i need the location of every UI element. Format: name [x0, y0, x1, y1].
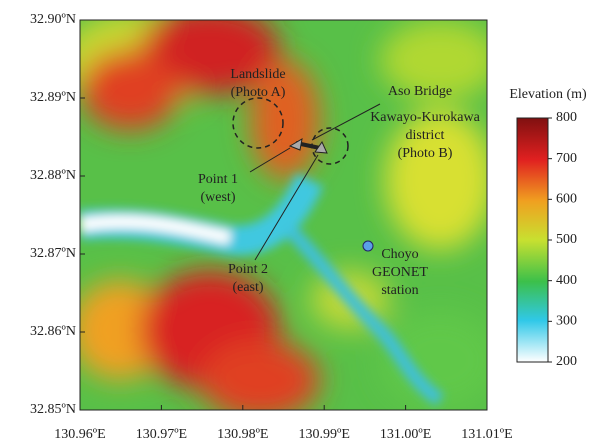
y-tick-label: 32.86ºN	[30, 324, 76, 339]
annotation-district: (Photo B)	[398, 146, 453, 161]
x-tick-label: 131.01ºE	[461, 427, 512, 442]
colorbar-label: 200	[556, 354, 577, 369]
x-tick-label: 130.99ºE	[298, 427, 349, 442]
map-figure: 130.96ºE 130.97ºE 130.98ºE 130.99ºE 131.00ºE…	[0, 0, 601, 447]
annotation-point1: (west)	[201, 190, 236, 205]
x-tick-label: 130.97ºE	[136, 427, 187, 442]
y-tick-label: 32.87ºN	[30, 246, 76, 261]
annotation-landslide: Landslide	[230, 67, 285, 82]
x-tick-label: 130.96ºE	[54, 427, 105, 442]
colorbar-label: 500	[556, 232, 577, 247]
annotation-station: station	[381, 283, 418, 298]
x-tick-label: 130.98ºE	[217, 427, 268, 442]
y-tick-label: 32.85ºN	[30, 402, 76, 417]
y-tick-label: 32.88ºN	[30, 168, 76, 183]
colorbar-label: 400	[556, 273, 577, 288]
station-marker	[363, 241, 373, 251]
annotation-district: district	[406, 128, 445, 143]
annotation-point2: Point 2	[228, 262, 268, 277]
annotation-aso_bridge: Aso Bridge	[388, 84, 452, 99]
x-tick-label: 131.00ºE	[380, 427, 431, 442]
annotation-point2: (east)	[232, 280, 263, 295]
colorbar-label: 600	[556, 192, 577, 207]
annotation-station: Choyo	[381, 247, 418, 262]
colorbar-label: 700	[556, 151, 577, 166]
legend-title: Elevation (m)	[509, 87, 587, 102]
annotation-point1: Point 1	[198, 172, 238, 187]
annotation-landslide: (Photo A)	[231, 85, 286, 100]
y-tick-label: 32.90ºN	[30, 12, 76, 27]
annotation-district: Kawayo-Kurokawa	[370, 110, 480, 125]
colorbar-label: 300	[556, 314, 577, 329]
annotation-station: GEONET	[372, 265, 428, 280]
colorbar	[517, 118, 548, 362]
colorbar-label: 800	[556, 110, 577, 125]
y-tick-label: 32.89ºN	[30, 90, 76, 105]
